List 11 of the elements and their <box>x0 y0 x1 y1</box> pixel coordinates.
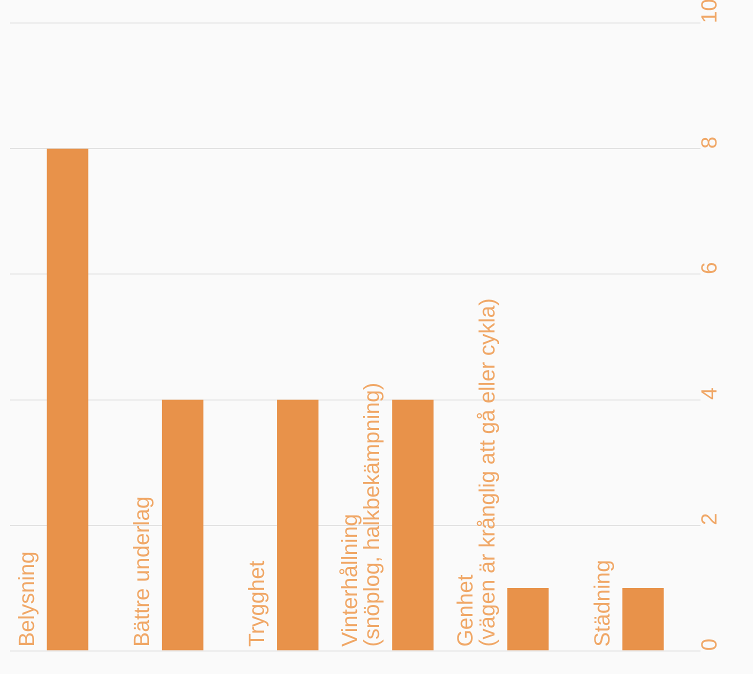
y-tick-label: 6 <box>696 262 722 274</box>
y-tick-label: 4 <box>696 388 722 400</box>
y-tick-label: 0 <box>696 638 722 651</box>
x-tick-label: Städning <box>589 560 614 647</box>
x-tick-label: Trygghet <box>244 560 270 647</box>
x-tick-label: Belysning <box>14 551 39 647</box>
x-tick-label: Vinterhållning (snöplog, halkbekämpning) <box>337 382 384 647</box>
y-tick-label: 2 <box>696 513 722 526</box>
x-tick-label: Genhet (vägen är krånglig att gå eller cykla) <box>452 298 500 647</box>
y-tick-label: 8 <box>696 136 722 149</box>
x-tick-label: Bättre underlag <box>128 496 154 647</box>
